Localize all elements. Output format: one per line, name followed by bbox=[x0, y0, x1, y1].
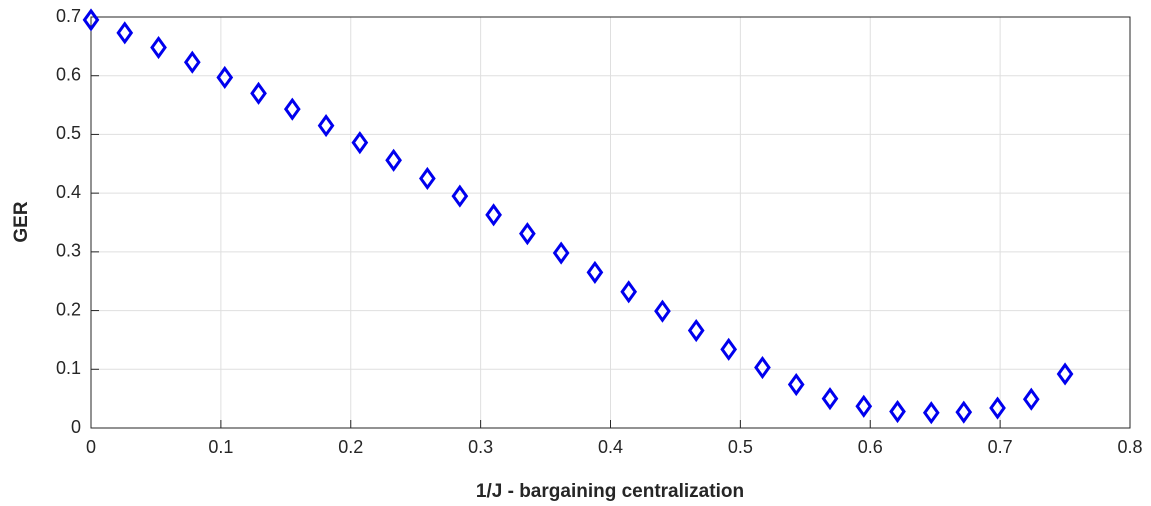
point bbox=[586, 260, 604, 284]
x-tick-label: 0.4 bbox=[598, 437, 623, 457]
point bbox=[654, 299, 671, 323]
point bbox=[1056, 362, 1074, 386]
point bbox=[989, 396, 1006, 420]
point bbox=[889, 399, 906, 424]
point bbox=[922, 401, 940, 425]
x-tick-label: 0.3 bbox=[468, 437, 493, 457]
point bbox=[317, 114, 335, 138]
point bbox=[250, 81, 267, 105]
point bbox=[821, 387, 839, 411]
x-axis-label: 1/J - bargaining centralization bbox=[476, 481, 744, 502]
point bbox=[150, 35, 167, 60]
x-tick-label: 0.6 bbox=[858, 437, 883, 457]
point bbox=[720, 337, 738, 361]
point bbox=[620, 280, 638, 304]
point bbox=[451, 184, 469, 208]
point bbox=[216, 65, 234, 90]
x-tick-label: 0.2 bbox=[338, 437, 363, 457]
point bbox=[855, 394, 873, 418]
x-tick-label: 0.7 bbox=[988, 437, 1013, 457]
plot-frame bbox=[90, 16, 1131, 429]
y-tick-label: 0.3 bbox=[56, 241, 81, 261]
y-tick-label: 0.1 bbox=[56, 358, 81, 378]
y-tick-label: 0.5 bbox=[56, 123, 81, 143]
x-tick-label: 0.5 bbox=[728, 437, 753, 457]
point bbox=[485, 203, 502, 227]
x-tick-label: 0 bbox=[86, 437, 96, 457]
point bbox=[183, 50, 201, 74]
y-tick-label: 0.7 bbox=[56, 6, 81, 26]
point bbox=[754, 355, 771, 380]
point bbox=[419, 166, 436, 191]
y-axis-label: GER bbox=[11, 201, 32, 242]
point bbox=[519, 222, 536, 246]
point bbox=[687, 318, 705, 343]
point bbox=[1022, 387, 1040, 411]
point bbox=[351, 131, 369, 155]
y-tick-label: 0.2 bbox=[56, 299, 81, 319]
point bbox=[283, 97, 301, 121]
point bbox=[552, 241, 570, 265]
point bbox=[385, 148, 402, 172]
y-tick-label: 0 bbox=[71, 417, 81, 437]
point bbox=[116, 21, 134, 45]
point bbox=[955, 400, 973, 424]
x-tick-label: 0.1 bbox=[208, 437, 233, 457]
point bbox=[82, 8, 100, 32]
y-tick-label: 0.4 bbox=[56, 182, 81, 202]
x-tick-label: 0.8 bbox=[1117, 437, 1142, 457]
point bbox=[787, 372, 805, 397]
y-tick-label: 0.6 bbox=[56, 64, 81, 84]
